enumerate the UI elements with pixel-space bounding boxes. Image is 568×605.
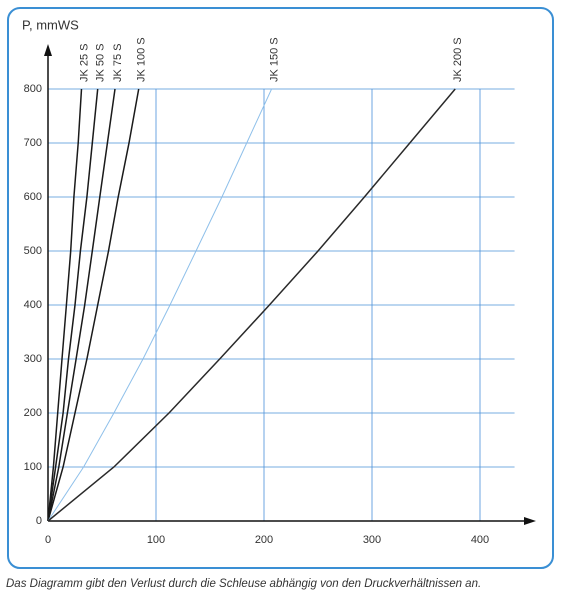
x-tick-label: 100 xyxy=(147,534,165,546)
y-axis-arrow xyxy=(44,44,52,56)
y-tick-label: 600 xyxy=(24,191,42,203)
y-tick-label: 400 xyxy=(24,299,42,311)
series-line xyxy=(47,88,273,522)
x-tick-label: 400 xyxy=(471,534,489,546)
series-line xyxy=(47,88,140,522)
series-label: JK 100 S xyxy=(136,37,148,82)
y-tick-label: 100 xyxy=(24,461,42,473)
series-label: JK 25 S xyxy=(78,43,90,82)
y-tick-label: 500 xyxy=(24,245,42,257)
series-label: JK 75 S xyxy=(112,43,124,82)
y-tick-label: 300 xyxy=(24,353,42,365)
x-tick-label: 0 xyxy=(45,534,51,546)
y-tick-label: 200 xyxy=(24,407,42,419)
series-label: JK 50 S xyxy=(95,43,107,82)
series-line xyxy=(47,88,83,522)
y-tick-label: 800 xyxy=(24,83,42,95)
series-label: JK 200 S xyxy=(452,37,464,82)
series-line xyxy=(47,88,116,522)
y-tick-label: 700 xyxy=(24,137,42,149)
x-tick-label: 200 xyxy=(255,534,273,546)
x-axis-arrow xyxy=(524,517,536,525)
series-line xyxy=(47,88,99,522)
frame xyxy=(7,7,554,569)
caption: Das Diagramm gibt den Verlust durch die … xyxy=(6,578,481,590)
series-line xyxy=(47,88,456,522)
series-label: JK 150 S xyxy=(268,37,280,82)
y-tick-label: 0 xyxy=(36,515,42,527)
y-axis-label: P, mmWS xyxy=(22,17,79,32)
x-tick-label: 300 xyxy=(363,534,381,546)
